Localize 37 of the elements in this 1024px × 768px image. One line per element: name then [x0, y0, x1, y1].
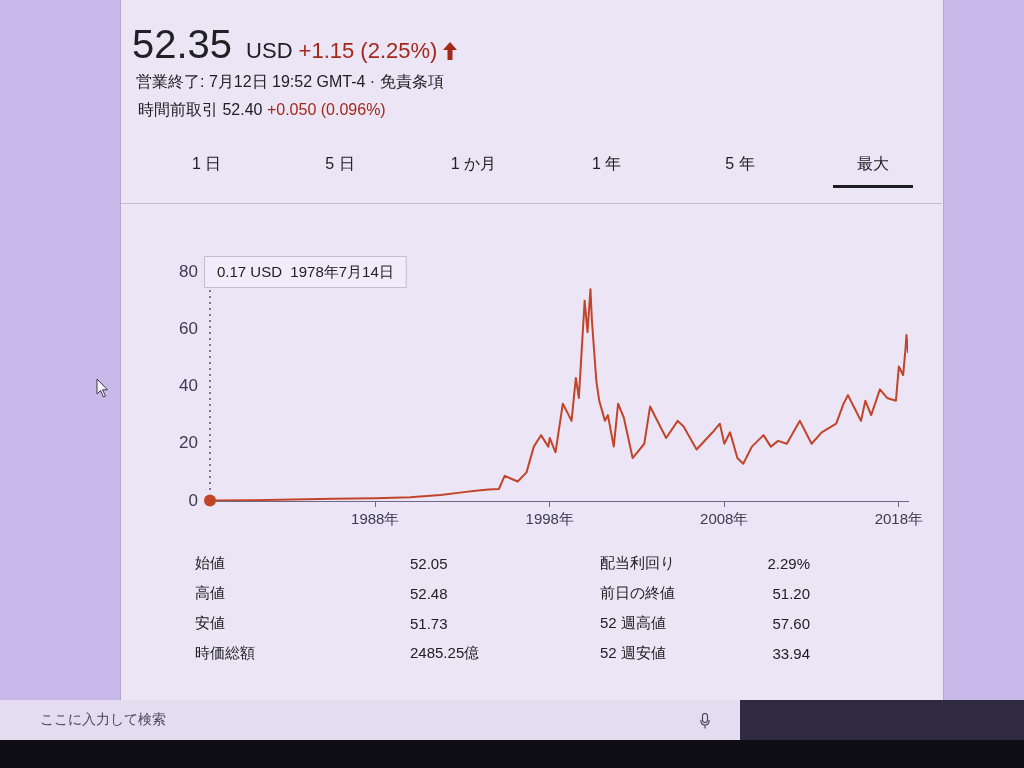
- text: 2485.25億: [410, 643, 480, 661]
- text: 高値: [195, 583, 225, 601]
- text: 安値: [195, 613, 225, 631]
- text: ここに入力して検索: [40, 711, 166, 727]
- y-tick-label: 40: [179, 376, 198, 396]
- text: 営業終了: 7月12日 19:52 GMT-4 · 免責条項: [136, 73, 444, 90]
- text: 配当利回り: [600, 553, 675, 571]
- text: 時間前取引 52.40 +0.050 (0.096%): [138, 101, 386, 118]
- text: 51.73: [410, 614, 448, 632]
- chart-title: 52.35: [132, 22, 233, 66]
- x-tick-label: 2008年: [700, 510, 749, 528]
- annotation: 0.17 USD 1978年7月14日: [217, 263, 394, 281]
- text: 57.60: [772, 614, 810, 632]
- text: 時価総額: [195, 643, 255, 661]
- text: 5 年: [725, 155, 755, 172]
- text: 1 年: [591, 155, 622, 172]
- y-tick-label: 0: [188, 490, 198, 510]
- text: 前日の終値: [600, 583, 675, 601]
- text: 52.48: [410, 584, 448, 602]
- text: 52 週安値: [600, 643, 666, 661]
- x-tick-label: 1988年: [351, 510, 400, 528]
- text: 最大: [857, 155, 890, 172]
- x-tick-label: 1998年: [525, 510, 574, 528]
- y-tick-label: 20: [179, 433, 198, 453]
- text: 52.05: [410, 554, 448, 572]
- text: 1 か月: [450, 155, 496, 172]
- text: 51.20: [772, 584, 810, 602]
- text: 5 日: [325, 155, 355, 172]
- text: 52 週高値: [600, 613, 666, 631]
- text: 1 日: [191, 155, 222, 172]
- y-tick-label: 80: [179, 261, 198, 281]
- chart-subtitle: USD +1.15 (2.25%): [246, 38, 438, 63]
- x-tick-label: 2018年: [874, 510, 924, 528]
- text: 33.94: [772, 644, 810, 662]
- text: 2.29%: [767, 554, 810, 572]
- text: 始値: [195, 553, 225, 571]
- y-tick-label: 60: [179, 318, 198, 338]
